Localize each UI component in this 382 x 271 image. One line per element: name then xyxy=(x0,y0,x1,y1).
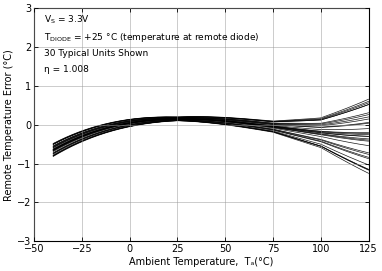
Text: V$_\mathregular{S}$ = 3.3V: V$_\mathregular{S}$ = 3.3V xyxy=(44,14,90,27)
Text: T$_\mathregular{DIODE}$ = +25 °C (temperature at remote diode): T$_\mathregular{DIODE}$ = +25 °C (temper… xyxy=(44,31,259,44)
X-axis label: Ambient Temperature,  Tₐ(°C): Ambient Temperature, Tₐ(°C) xyxy=(129,257,274,267)
Y-axis label: Remote Temperature Error (°C): Remote Temperature Error (°C) xyxy=(4,49,14,201)
Text: η = 1.008: η = 1.008 xyxy=(44,64,89,73)
Text: 30 Typical Units Shown: 30 Typical Units Shown xyxy=(44,49,148,58)
